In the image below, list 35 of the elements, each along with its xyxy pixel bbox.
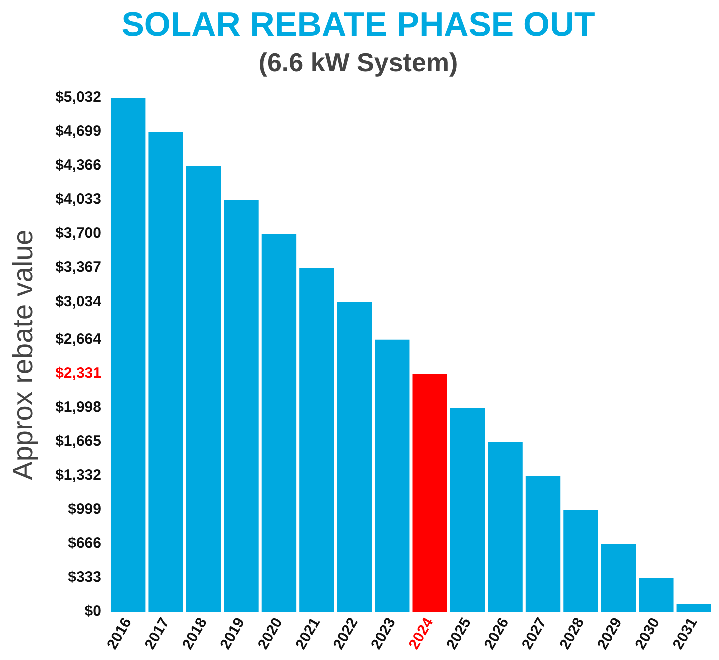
chart-subtitle: (6.6 kW System): [258, 48, 458, 78]
bar: [300, 268, 334, 612]
y-tick-label: $3,367: [56, 259, 102, 276]
bar: [601, 544, 636, 612]
bar: [526, 476, 561, 612]
y-tick-label: $1,665: [56, 433, 102, 450]
bar: [262, 234, 297, 612]
bar: [488, 442, 523, 612]
bar: [148, 132, 184, 612]
y-tick-label: $999: [68, 501, 102, 518]
y-tick-label: $5,032: [56, 89, 102, 106]
chart-title: SOLAR REBATE PHASE OUT: [122, 6, 596, 44]
bar: [375, 340, 410, 612]
bar: [224, 200, 259, 612]
bar: [337, 302, 372, 612]
y-tick-label: $3,700: [56, 225, 102, 242]
bar: [639, 578, 674, 612]
y-tick-label: $0: [84, 603, 102, 620]
bar: [412, 374, 448, 612]
y-axis-title: Approx rebate value: [8, 230, 39, 480]
bar: [450, 408, 486, 612]
y-tick-label: $4,033: [56, 191, 102, 208]
bar: [676, 604, 712, 612]
y-tick-label: $1,998: [56, 399, 102, 416]
y-tick-label: $2,331: [56, 365, 102, 382]
y-tick-label: $1,332: [56, 467, 102, 484]
bar: [564, 510, 598, 612]
y-tick-label: $3,034: [56, 293, 102, 310]
y-tick-label: $2,664: [56, 331, 102, 348]
y-tick-label: $4,699: [56, 123, 102, 140]
bar: [186, 166, 222, 612]
bar: [110, 98, 146, 612]
y-tick-label: $333: [68, 569, 102, 586]
y-tick-label: $4,366: [56, 157, 102, 174]
y-tick-label: $666: [68, 535, 102, 552]
